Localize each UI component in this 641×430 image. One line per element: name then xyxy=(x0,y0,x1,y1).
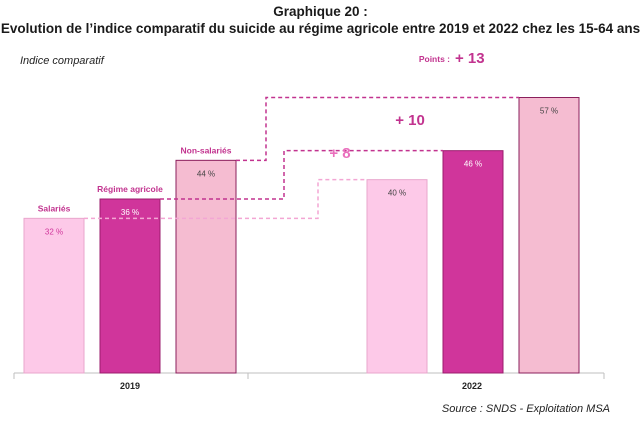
chart-subtitle: Evolution de l’indice comparatif du suic… xyxy=(0,21,641,36)
change-connector xyxy=(160,149,443,200)
series-name-label: Non-salariés xyxy=(180,145,231,155)
source-note: Source : SNDS - Exploitation MSA xyxy=(441,403,610,415)
change-annotation: + 13 xyxy=(455,50,485,67)
series-name-label: Salariés xyxy=(38,203,71,213)
bar-1-1 xyxy=(442,150,504,374)
data-label: 46 % xyxy=(464,160,482,169)
x-tick-label: 2019 xyxy=(120,381,140,391)
x-tick-label: 2022 xyxy=(462,381,482,391)
y-axis-label: Indice comparatif xyxy=(20,55,104,67)
data-label: 32 % xyxy=(45,227,63,236)
annotation-prefix: Points : xyxy=(419,54,450,64)
data-label: 36 % xyxy=(121,208,139,217)
change-annotation: + 10 xyxy=(395,112,425,129)
bar-0-0 xyxy=(23,217,85,374)
series-name-label: Régime agricole xyxy=(97,184,163,194)
data-label: 57 % xyxy=(540,107,558,116)
bar-0-1 xyxy=(366,179,428,374)
bar-1-0 xyxy=(99,198,161,374)
data-label: 44 % xyxy=(197,169,215,178)
bar-2-1 xyxy=(518,97,580,374)
change-connector xyxy=(236,96,519,162)
data-label: 40 % xyxy=(388,189,406,198)
change-annotation: + 8 xyxy=(329,145,350,162)
chart-title: Graphique 20 : xyxy=(273,4,368,19)
change-connector xyxy=(84,178,367,220)
bar-2-0 xyxy=(175,159,237,374)
